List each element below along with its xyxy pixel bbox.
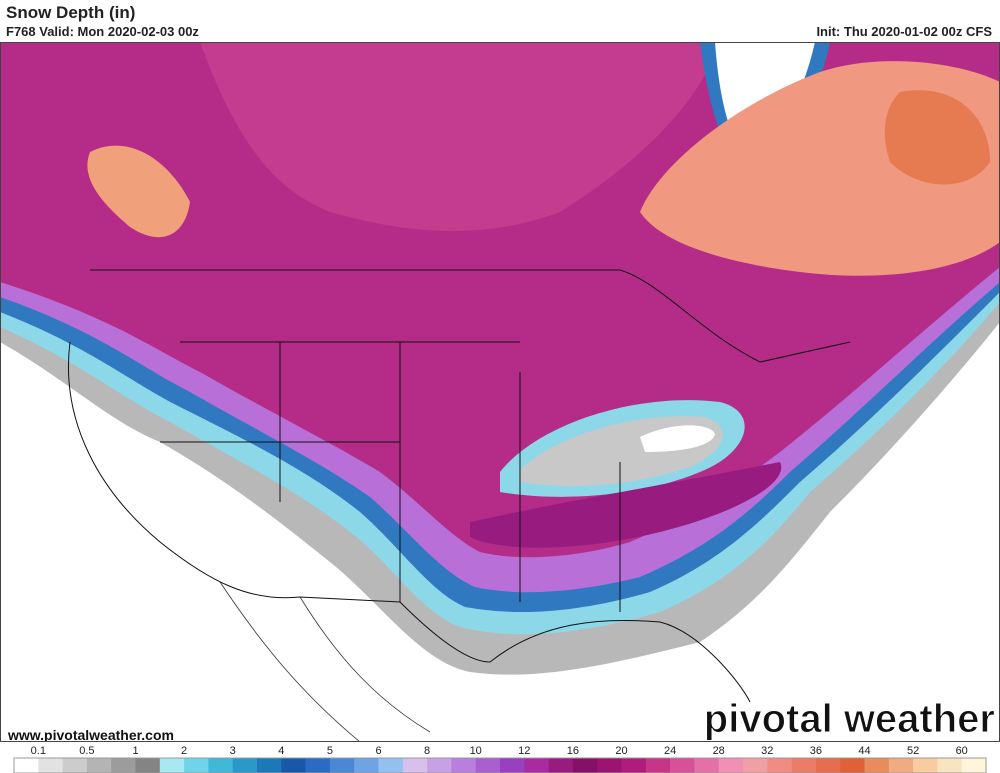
- color-swatch: [961, 758, 987, 773]
- west-canada-warm: [87, 145, 190, 238]
- color-swatch: [14, 758, 39, 773]
- map: www.pivotalweather.com pivotal weather: [0, 42, 1000, 742]
- color-swatch: [718, 758, 744, 773]
- colorbar-tick-label: 1: [132, 745, 138, 757]
- color-swatch: [62, 758, 88, 773]
- color-swatch: [86, 758, 112, 773]
- color-swatch: [354, 758, 379, 773]
- colorbar-tick-label: 52: [907, 745, 919, 757]
- colorbar-tick-label: 36: [810, 745, 822, 757]
- color-swatch: [378, 758, 404, 773]
- colorbar-tick-label: 20: [615, 745, 627, 757]
- color-swatch: [281, 758, 306, 773]
- color-swatch: [257, 758, 282, 773]
- valid-time: F768 Valid: Mon 2020-02-03 00z: [6, 24, 199, 39]
- colorbar-tick-label: 3: [230, 745, 236, 757]
- color-swatch: [232, 758, 258, 773]
- pocket-white: [640, 425, 715, 452]
- colorbar-frame: [13, 757, 987, 773]
- color-swatch: [305, 758, 331, 773]
- color-swatch: [670, 758, 695, 773]
- color-swatch: [743, 758, 768, 773]
- map-title: Snow Depth (in): [6, 3, 136, 22]
- color-swatch: [159, 758, 185, 773]
- color-swatch: [451, 758, 476, 773]
- colorbar-tick-label: 0.5: [79, 745, 94, 757]
- east-canada-core: [884, 90, 990, 185]
- colorbar-tick-label: 24: [664, 745, 676, 757]
- color-swatch: [111, 758, 136, 773]
- colorbar-tick-label: 16: [567, 745, 579, 757]
- color-swatch: [208, 758, 233, 773]
- color-swatch: [840, 758, 865, 773]
- borders: [68, 269, 851, 703]
- color-swatch: [402, 758, 428, 773]
- colorbar-tick-label: 0.1: [31, 745, 46, 757]
- colorbar-tick-label: 4: [278, 745, 284, 757]
- color-swatch: [524, 758, 549, 773]
- colorbar-tick-label: 60: [956, 745, 968, 757]
- color-swatch: [621, 758, 647, 773]
- color-swatch: [38, 758, 63, 773]
- colorbar-tick-label: 6: [375, 745, 381, 757]
- color-swatch: [475, 758, 501, 773]
- color-swatch: [864, 758, 890, 773]
- color-swatch: [694, 758, 719, 773]
- init-time: Init: Thu 2020-01-02 00z CFS: [816, 24, 992, 39]
- colorbar-tick-label: 8: [424, 745, 430, 757]
- color-swatch: [791, 758, 817, 773]
- south-streak: [470, 462, 782, 548]
- color-swatch: [548, 758, 574, 773]
- color-swatch: [888, 758, 914, 773]
- color-swatch: [572, 758, 598, 773]
- color-swatch: [767, 758, 792, 773]
- color-swatch: [329, 758, 355, 773]
- color-swatch: [937, 758, 962, 773]
- colorbar-tick-label: 44: [858, 745, 870, 757]
- color-swatch: [427, 758, 452, 773]
- color-swatch: [597, 758, 622, 773]
- color-swatch: [913, 758, 938, 773]
- logo: pivotal weather: [704, 697, 995, 741]
- colorbar-tick-label: 32: [761, 745, 773, 757]
- color-swatch: [135, 758, 161, 773]
- colorbar: 0.1 0.5 1 2 3 4 5 6 8 10 12 16 20 24 28 32 36 44 52 60: [13, 745, 987, 773]
- website: www.pivotalweather.com: [7, 727, 174, 742]
- colorbar-tick-label: 12: [518, 745, 530, 757]
- colorbar-tick-label: 28: [713, 745, 725, 757]
- mexico-lines: [219, 581, 431, 742]
- colorbar-tick-label: 2: [181, 745, 187, 757]
- color-swatch: [645, 758, 671, 773]
- color-swatch: [815, 758, 841, 773]
- color-swatch: [500, 758, 525, 773]
- color-swatch: [184, 758, 209, 773]
- snow-band-pink: [200, 42, 720, 231]
- colorbar-tick-label: 10: [470, 745, 482, 757]
- colorbar-tick-label: 5: [327, 745, 333, 757]
